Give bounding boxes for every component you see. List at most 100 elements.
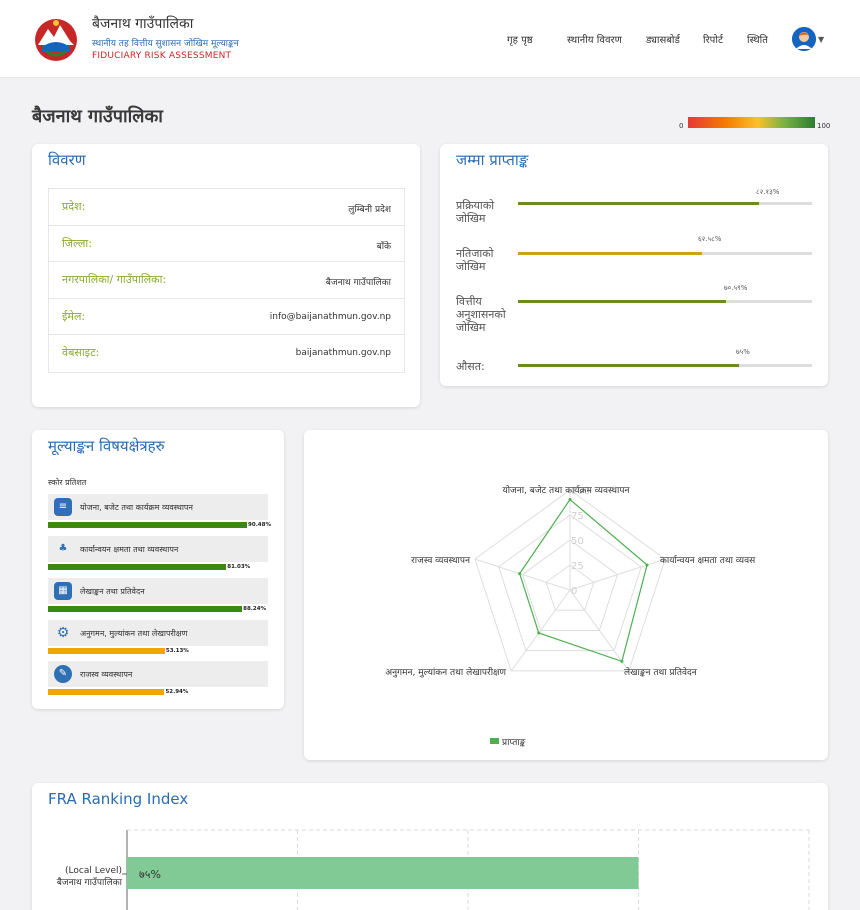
total-score-card: जम्मा प्राप्ताङ्क प्रक्रियाको जोखिम ८२.१…	[440, 144, 828, 386]
detail-label: जिल्ला:	[62, 236, 92, 250]
area-percent: 81.03%	[227, 564, 251, 570]
area-item[interactable]: ⚙ अनुगमन, मुल्यांकन तथा लेखापरीक्षण 53.1…	[48, 620, 268, 658]
score-label: प्रक्रियाको जोखिम	[456, 199, 495, 225]
details-card: विवरण प्रदेश: लुम्बिनी प्रदेश जिल्ला: बा…	[32, 144, 420, 407]
nav-dashboard[interactable]: ड्यासबोर्ड	[646, 35, 680, 46]
area-label: कार्यान्वयन क्षमता तथा व्यवस्थापन	[80, 545, 179, 554]
user-avatar-icon[interactable]	[792, 27, 816, 51]
area-box	[48, 620, 268, 646]
detail-label: नगरपालिका/ गाउँपालिका:	[62, 273, 167, 287]
radar-axis-line	[474, 558, 571, 591]
radar-data-point	[620, 659, 624, 663]
detail-value-email[interactable]: info@baijanathmun.gov.np	[269, 311, 391, 322]
radar-grid-ring	[545, 564, 595, 611]
detail-label: वेबसाइट:	[62, 346, 100, 360]
area-percent: 90.48%	[248, 522, 271, 528]
nav-local-details[interactable]: स्थानीय विवरण	[567, 35, 622, 46]
gear-dollar-icon: ⚙	[56, 625, 70, 641]
radar-data-point	[645, 563, 649, 567]
radar-axis-line	[569, 558, 666, 591]
radar-tick-label: 100	[571, 486, 590, 497]
area-percent: 88.24%	[243, 606, 267, 612]
area-percent: 52.94%	[165, 689, 189, 695]
area-box	[48, 578, 268, 604]
score-track	[518, 300, 812, 303]
radar-chart-card: 0 25 50 75 100 योजना, बजेट तथा कार्यक्रम व्यव…	[304, 430, 828, 760]
detail-value: बैजनाथ गाउँपालिका	[325, 278, 391, 289]
detail-row-website: वेबसाइट: baijanathmun.gov.np	[49, 335, 404, 372]
area-box	[48, 494, 268, 520]
area-label: लेखाङ्कन तथा प्रतिवेदन	[80, 587, 145, 596]
area-item[interactable]: ▦ लेखाङ्कन तथा प्रतिवेदन 88.24%	[48, 578, 268, 616]
assessment-areas-card: मूल्याङ्कन विषयक्षेत्रहरु स्कोर प्रतिशत …	[32, 430, 284, 709]
area-bar	[48, 564, 227, 570]
score-value: ६२.५८%	[698, 235, 722, 243]
detail-row-district: जिल्ला: बाँके	[49, 226, 404, 263]
radar-series-polygon	[518, 498, 648, 663]
page-title: बैजनाथ गाउँपालिका	[32, 106, 163, 127]
radar-data-point	[568, 498, 572, 502]
nepal-emblem-logo[interactable]	[32, 15, 80, 63]
brand-subtitle-en: FIDUCIARY RISK ASSESSMENT	[92, 51, 232, 61]
radar-grid-ring	[498, 514, 642, 652]
scale-max-label: 100	[817, 122, 831, 130]
area-item[interactable]: ✎ राजस्व व्यवस्थापन 52.94%	[48, 661, 268, 699]
area-label: अनुगमन, मुल्यांकन तथा लेखापरीक्षण	[80, 629, 188, 638]
score-label: औसत:	[456, 360, 485, 373]
score-label: वित्तीय अनुशासनको जोखिम	[456, 295, 506, 334]
radar-axis-line	[569, 589, 630, 672]
ranking-title: FRA Ranking Index	[48, 790, 189, 808]
score-track	[518, 364, 812, 367]
nav-status[interactable]: स्थिति	[747, 35, 768, 46]
chevron-down-icon[interactable]: ▼	[818, 35, 825, 44]
radar-axis-label: लेखाङ्कन तथा प्रतिवेदन	[624, 666, 698, 678]
radar-grid-ring	[474, 489, 666, 672]
score-fill	[518, 252, 702, 255]
brand-title: बैजनाथ गाउँपालिका	[92, 16, 194, 32]
detail-value-website[interactable]: baijanathmun.gov.np	[295, 348, 391, 359]
legend-swatch	[490, 738, 499, 744]
org-chart-icon: ♣	[58, 543, 68, 554]
radar-tick-label: 0	[571, 586, 577, 597]
area-item[interactable]: ♣ कार्यान्वयन क्षमता तथा व्यवस्थापन 81.0…	[48, 536, 268, 574]
radar-axis-line	[510, 589, 571, 672]
area-box	[48, 536, 268, 562]
score-fill	[518, 202, 760, 205]
brand-subtitle: स्थानीय तह वित्तीय सुशासन जोखिम मूल्याङ्…	[92, 39, 239, 49]
area-label: राजस्व व्यवस्थापन	[80, 670, 133, 679]
scale-min-label: 0	[679, 122, 684, 130]
radar-axis-label: अनुगमन, मुल्यांकन तथा लेखापरीक्षण	[385, 666, 506, 678]
radar-tick-label: 25	[571, 561, 584, 572]
ranking-category-label: बैजनाथ गाउँपालिका	[57, 876, 123, 888]
details-table: प्रदेश: लुम्बिनी प्रदेश जिल्ला: बाँके नग…	[48, 188, 405, 373]
area-label: योजना, बजेट तथा कार्यक्रम व्यवस्थापन	[80, 503, 193, 512]
area-bar	[48, 606, 243, 612]
radar-axis-label: योजना, बजेट तथा कार्यक्रम व्यवस्थापन	[503, 484, 631, 496]
radar-grid-ring	[521, 539, 619, 631]
score-fill	[518, 364, 739, 367]
areas-title: मूल्याङ्कन विषयक्षेत्रहरु	[48, 437, 165, 455]
radar-axis-label: कार्यान्वयन क्षमता तथा व्यवस	[660, 554, 756, 566]
radar-tick-label: 50	[571, 536, 584, 547]
wrench-icon: ✎	[54, 665, 72, 683]
radar-data-point	[537, 631, 541, 635]
ranking-bar	[127, 857, 639, 889]
nav-home[interactable]: गृह पृष्ठ	[507, 35, 533, 46]
document-list-icon: ≡	[54, 498, 72, 516]
area-bar	[48, 648, 165, 654]
score-label: नतिजाको जोखिम	[456, 247, 494, 273]
score-value: ८२.१३%	[756, 188, 780, 196]
area-item[interactable]: ≡ योजना, बजेट तथा कार्यक्रम व्यवस्थापन 9…	[48, 494, 271, 532]
total-score-title: जम्मा प्राप्ताङ्क	[456, 151, 529, 169]
areas-subtitle: स्कोर प्रतिशत	[48, 478, 87, 487]
area-bar	[48, 522, 248, 528]
radar-tick-label: 75	[571, 511, 584, 522]
nav-report[interactable]: रिपोर्ट	[703, 35, 723, 46]
score-track	[518, 252, 812, 255]
detail-value: बाँके	[376, 241, 391, 252]
details-title: विवरण	[48, 151, 86, 169]
risk-color-scale	[688, 117, 815, 128]
area-box	[48, 661, 268, 687]
area-percent: 53.13%	[165, 648, 189, 654]
